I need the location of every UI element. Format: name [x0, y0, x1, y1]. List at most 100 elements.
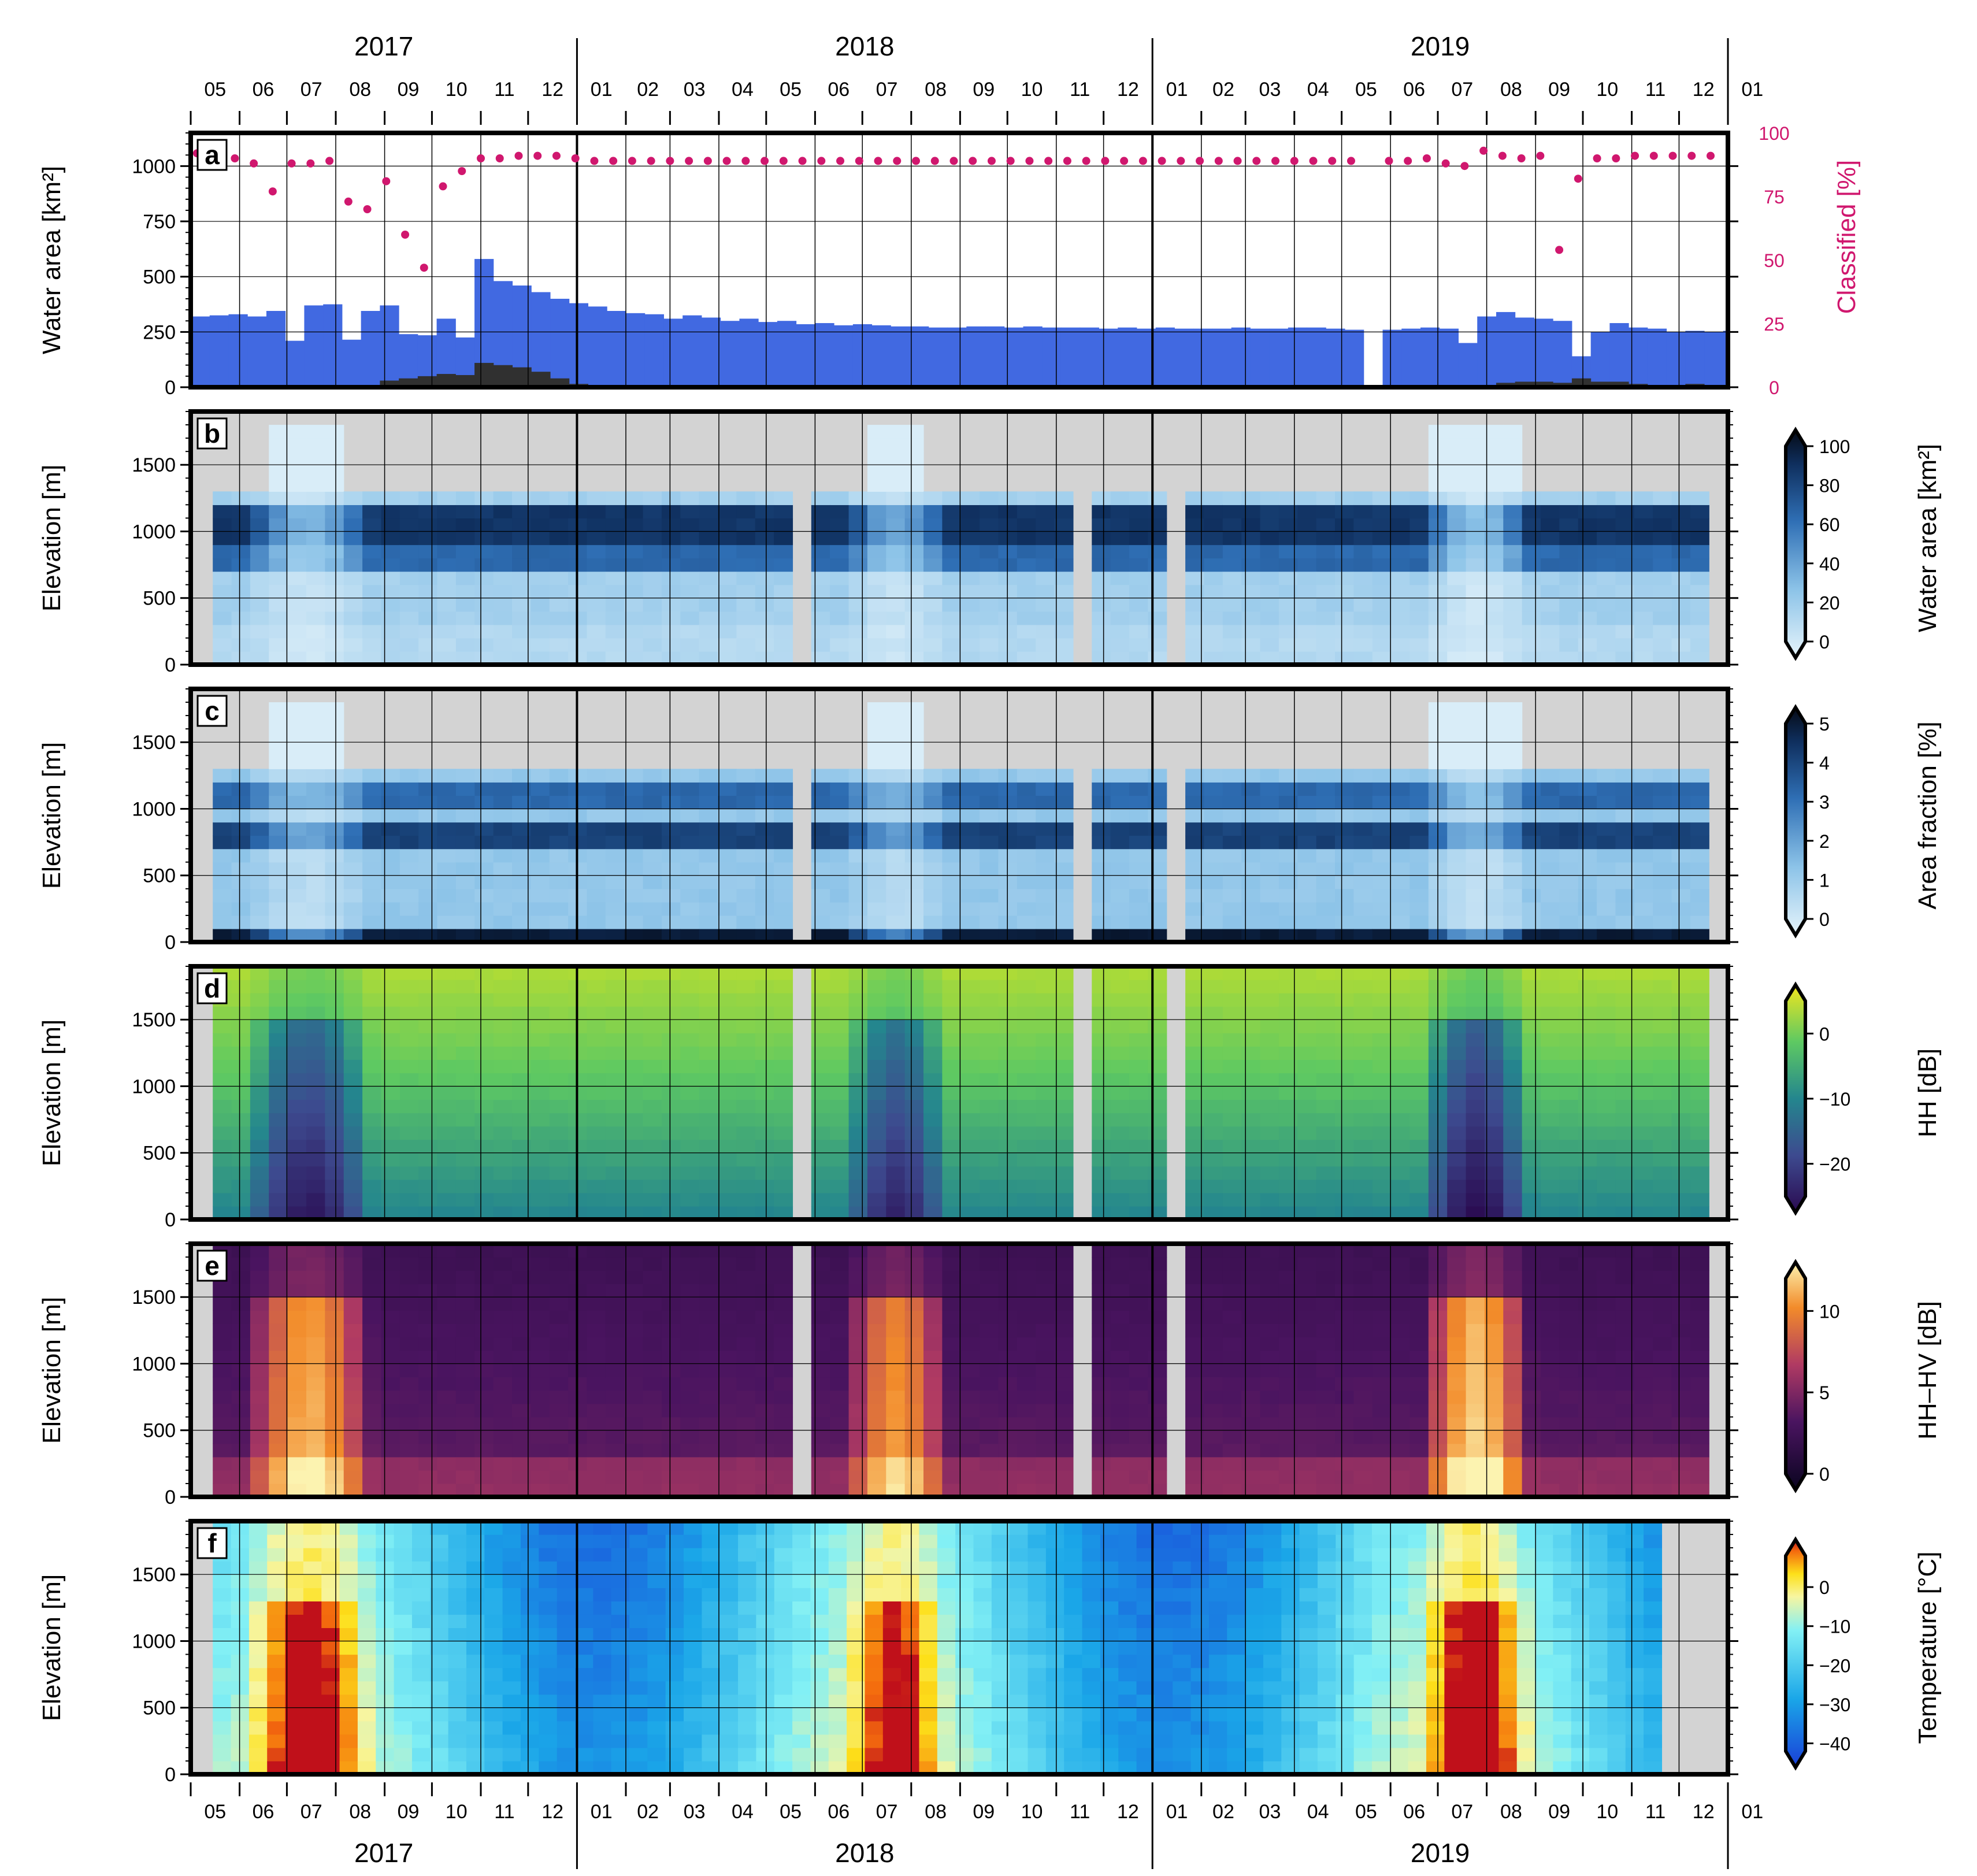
heatmap-cell: [325, 1403, 344, 1418]
heatmap-cell: [923, 1456, 943, 1471]
heatmap-cell: [1410, 1166, 1429, 1180]
heatmap-cell: [399, 848, 419, 863]
heatmap-cell: [605, 1417, 625, 1431]
heatmap-cell: [1017, 835, 1036, 850]
heatmap-cell: [960, 902, 980, 916]
heatmap-cell: [886, 1470, 906, 1484]
heatmap-cell: [643, 1019, 662, 1033]
heatmap-cell: [1110, 1284, 1130, 1297]
heatmap-cell: [1634, 651, 1653, 665]
heatmap-cell: [362, 848, 382, 863]
heatmap-cell: [1597, 624, 1616, 639]
classified-point: [1233, 157, 1242, 165]
water-area-bar: [1458, 343, 1478, 387]
heatmap-cell: [1334, 1139, 1354, 1154]
heatmap-cell: [1503, 835, 1523, 850]
heatmap-cell: [1540, 809, 1560, 823]
heatmap-cell: [643, 1297, 662, 1311]
heatmap-cell: [493, 848, 513, 863]
heatmap-cell: [1036, 1152, 1055, 1167]
heatmap-cell: [830, 769, 850, 783]
heatmap-cell: [1110, 915, 1130, 929]
heatmap-cell: [1278, 1006, 1298, 1020]
heatmap-cell: [980, 1297, 999, 1311]
heatmap-cell: [1597, 1192, 1616, 1207]
heatmap-cell: [1671, 584, 1691, 599]
heatmap-cell: [1353, 1179, 1373, 1193]
heatmap-cell: [1634, 1019, 1653, 1033]
heatmap-cell: [287, 1152, 307, 1167]
heatmap-cell: [418, 1046, 438, 1060]
heatmap-cell: [1297, 518, 1317, 532]
heatmap-cell: [1017, 1139, 1036, 1154]
heatmap-cell: [1447, 769, 1467, 783]
heatmap-cell: [306, 715, 325, 729]
heatmap-cell: [231, 1113, 251, 1127]
heatmap-cell: [904, 1126, 924, 1140]
heatmap-cell: [960, 1483, 980, 1497]
heatmap-cell: [1278, 558, 1298, 572]
heatmap-cell: [904, 1337, 924, 1351]
heatmap-cell: [437, 651, 457, 665]
heatmap-cell: [755, 611, 774, 625]
heatmap-cell: [474, 1113, 494, 1127]
heatmap-cell: [306, 902, 325, 916]
heatmap-cell: [755, 598, 774, 612]
heatmap-cell: [1241, 1099, 1261, 1114]
heatmap-cell: [1391, 822, 1411, 836]
heatmap-cell: [830, 1390, 850, 1404]
heatmap-cell: [1334, 558, 1354, 572]
heatmap-cell: [1522, 782, 1541, 796]
water-area-bar: [266, 311, 286, 387]
heatmap-cell: [512, 1179, 531, 1193]
classified-point: [533, 151, 542, 160]
heatmap-cell: [269, 1456, 288, 1471]
heatmap-cell: [493, 1377, 513, 1391]
heatmap-cell: [1372, 848, 1392, 863]
heatmap-cell: [306, 505, 325, 519]
heatmap-cell: [624, 1086, 644, 1100]
heatmap-cell: [867, 822, 887, 836]
heatmap-cell: [1185, 611, 1205, 625]
heatmap-cell: [306, 980, 325, 993]
heatmap-cell: [1185, 1483, 1205, 1497]
heatmap-cell: [1260, 1073, 1279, 1087]
heatmap-cell: [1204, 966, 1223, 980]
heatmap-cell: [587, 1483, 606, 1497]
heatmap-cell: [493, 1166, 513, 1180]
classified-point: [1252, 157, 1261, 165]
heatmap-cell: [325, 611, 344, 625]
heatmap-cell: [923, 980, 943, 993]
heatmap-cell: [1185, 782, 1205, 796]
heatmap-cell: [1260, 1099, 1279, 1114]
heatmap-cell: [1615, 769, 1635, 783]
heatmap-cell: [213, 1417, 232, 1431]
heatmap-cell: [512, 822, 531, 836]
heatmap-cell: [437, 848, 457, 863]
heatmap-cell: [1148, 1323, 1167, 1337]
heatmap-cell: [1036, 1257, 1055, 1271]
heatmap-cell: [1092, 902, 1111, 916]
heatmap-cell: [1410, 1033, 1429, 1047]
heatmap-cell: [1054, 611, 1074, 625]
heatmap-cell: [493, 980, 513, 993]
heatmap-cell: [755, 769, 774, 783]
heatmap-cell: [942, 505, 962, 519]
heatmap-cell: [213, 1033, 232, 1047]
heatmap-cell: [1447, 518, 1467, 532]
heatmap-cell: [362, 571, 382, 585]
heatmap-cell: [493, 518, 513, 532]
heatmap-cell: [923, 1350, 943, 1365]
heatmap-cell: [287, 888, 307, 903]
heatmap-cell: [287, 1456, 307, 1471]
heatmap-cell: [1372, 1126, 1392, 1140]
heatmap-cell: [1241, 584, 1261, 599]
heatmap-cell: [1297, 1297, 1317, 1311]
heatmap-cell: [830, 980, 850, 993]
heatmap-cell: [605, 1033, 625, 1047]
heatmap-cell: [755, 1166, 774, 1180]
heatmap-cell: [624, 651, 644, 665]
heatmap-cell: [1017, 1257, 1036, 1271]
heatmap-cell: [213, 1483, 232, 1497]
heatmap-cell: [1466, 571, 1485, 585]
